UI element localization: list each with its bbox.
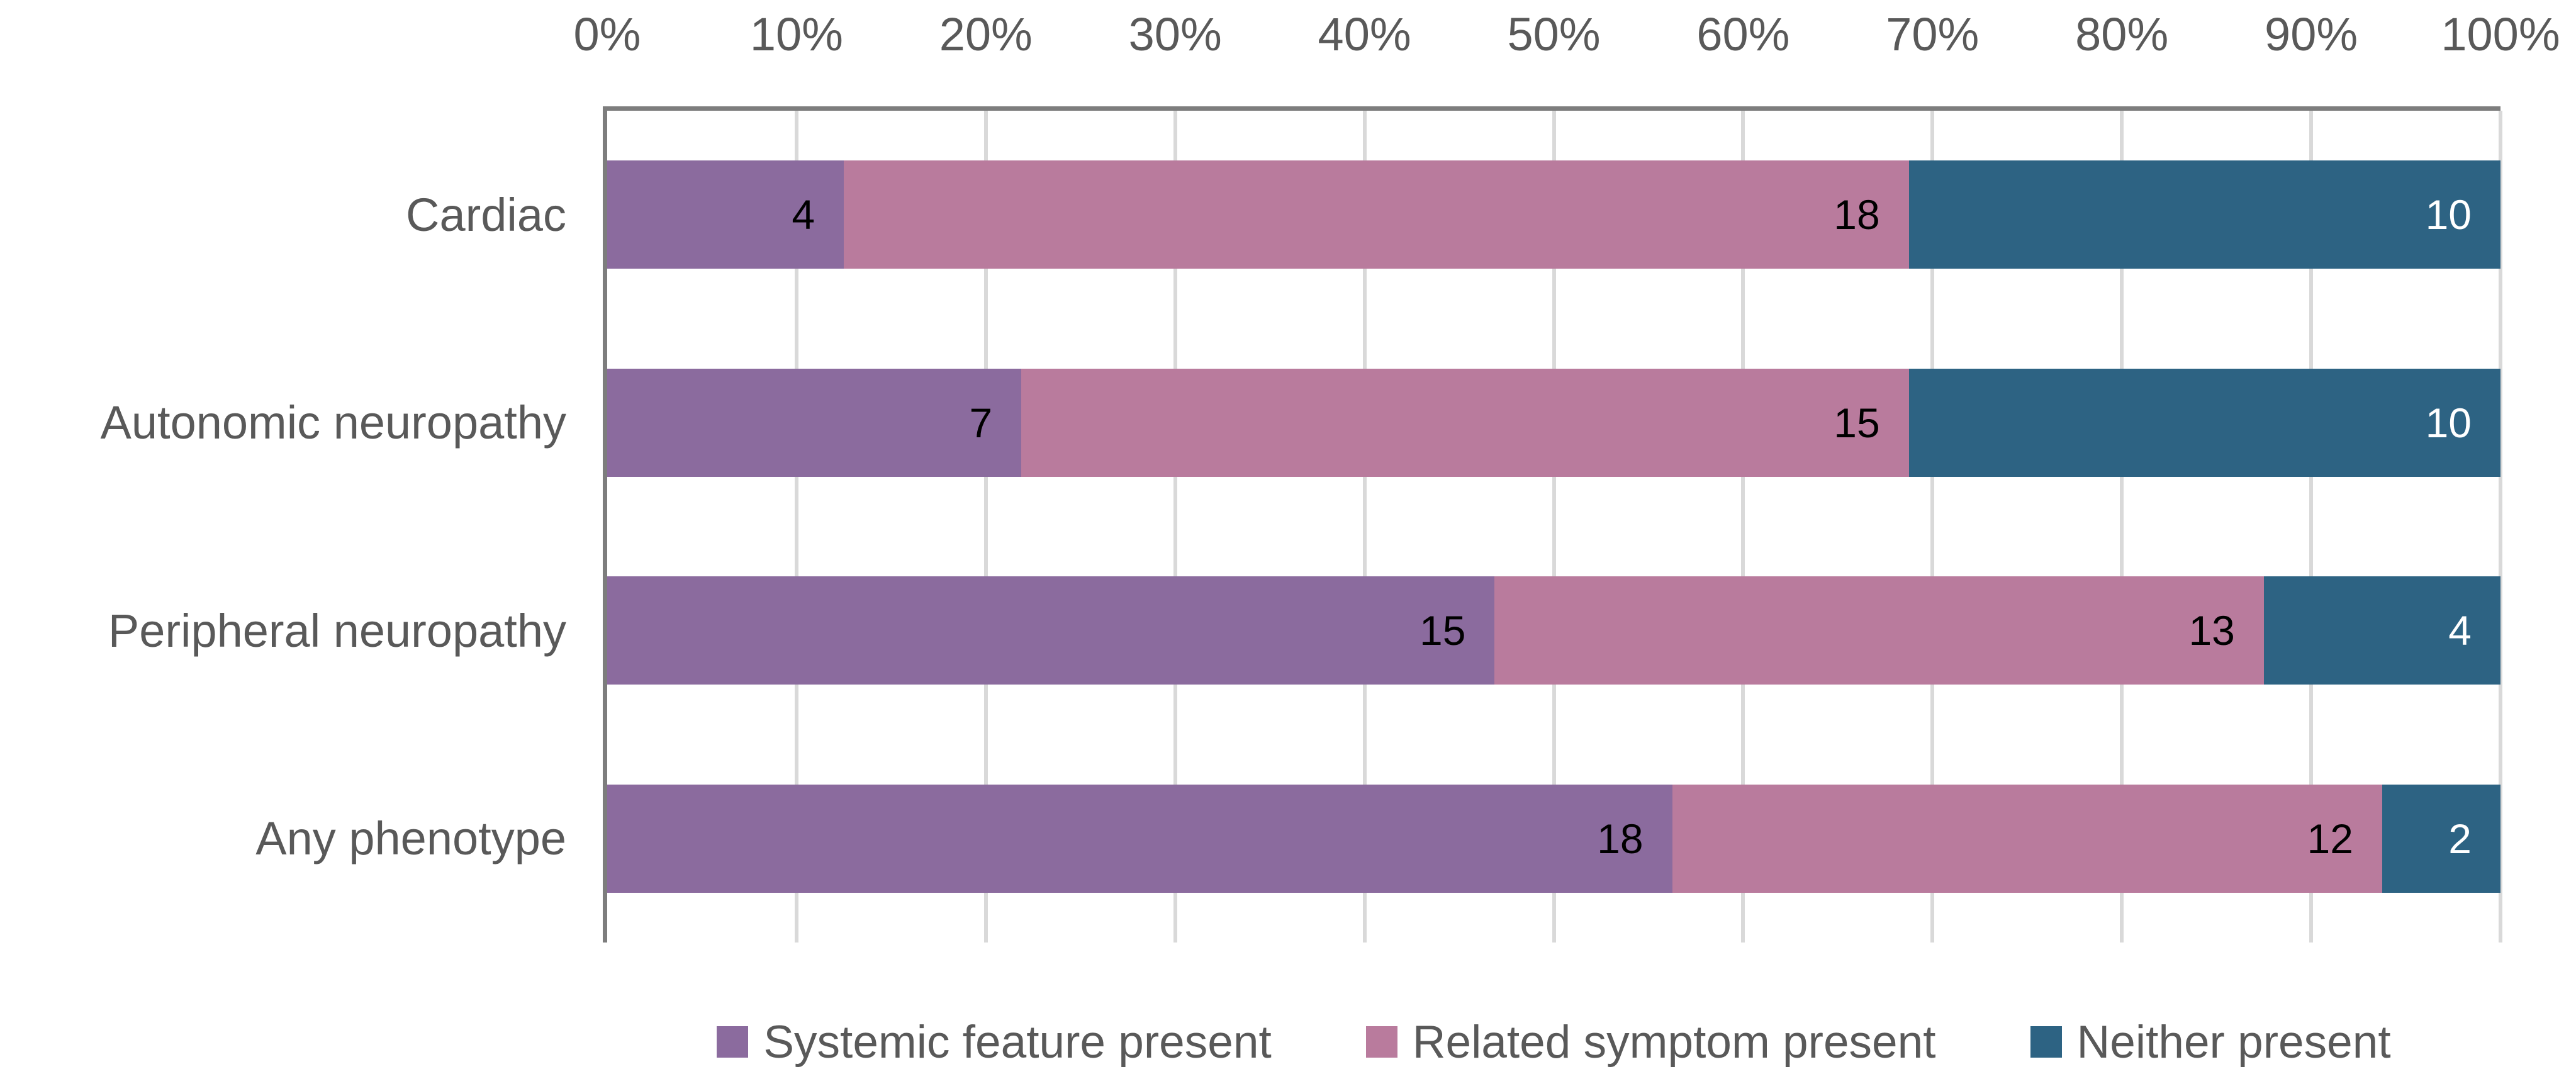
x-axis-tick-label: 20% bbox=[939, 8, 1033, 60]
x-axis-line bbox=[603, 106, 2500, 111]
bar-row: 7 15 10 bbox=[607, 368, 2500, 477]
bar-segment: 18 bbox=[844, 160, 1909, 269]
gridline bbox=[1173, 111, 1177, 943]
legend-label: Neither present bbox=[2076, 1016, 2391, 1068]
legend-item: Systemic feature present bbox=[717, 1016, 1272, 1068]
bar-row: 15 13 4 bbox=[607, 576, 2500, 685]
gridline bbox=[983, 111, 988, 943]
gridline bbox=[1552, 111, 1556, 943]
category-label: Cardiac bbox=[406, 188, 566, 241]
bar-segment: 15 bbox=[1021, 368, 1909, 477]
x-axis-tick-labels: 0% 10% 20% 30% 40% 50% 60% 70% 80% 90% 100% bbox=[0, 0, 2576, 88]
x-axis-tick-label: 80% bbox=[2075, 8, 2169, 60]
gridline bbox=[2120, 111, 2124, 943]
segment-value-label: 15 bbox=[1834, 399, 1880, 446]
x-axis-tick-label: 0% bbox=[573, 8, 641, 60]
x-axis-tick-label: 10% bbox=[749, 8, 843, 60]
gridline bbox=[2499, 111, 2502, 943]
x-axis-tick-label: 90% bbox=[2265, 8, 2358, 60]
x-axis-tick-label: 40% bbox=[1318, 8, 1411, 60]
segment-value-label: 2 bbox=[2448, 815, 2472, 862]
legend-swatch bbox=[2030, 1026, 2062, 1058]
legend-swatch bbox=[717, 1026, 749, 1058]
legend-label: Systemic feature present bbox=[763, 1016, 1272, 1068]
bar-segment: 4 bbox=[607, 160, 844, 269]
bar-segment: 2 bbox=[2382, 784, 2500, 893]
x-axis-tick-label: 60% bbox=[1696, 8, 1790, 60]
legend-item: Neither present bbox=[2030, 1016, 2391, 1068]
legend-item: Related symptom present bbox=[1365, 1016, 1936, 1068]
bar-segment: 13 bbox=[1494, 576, 2264, 685]
x-axis-tick-label: 100% bbox=[2441, 8, 2560, 60]
segment-value-label: 18 bbox=[1597, 815, 1644, 862]
bar-segment: 10 bbox=[1908, 368, 2500, 477]
x-axis-tick-label: 70% bbox=[1886, 8, 1980, 60]
category-labels: Cardiac Autonomic neuropathy Peripheral ne… bbox=[0, 111, 566, 943]
segment-value-label: 15 bbox=[1420, 607, 1466, 654]
bar-row: 18 12 2 bbox=[607, 784, 2500, 893]
bar-segment: 18 bbox=[607, 784, 1672, 893]
segment-value-label: 13 bbox=[2188, 607, 2235, 654]
legend-swatch bbox=[1365, 1026, 1397, 1058]
segment-value-label: 4 bbox=[792, 191, 815, 238]
category-label: Autonomic neuropathy bbox=[100, 396, 566, 449]
category-label: Any phenotype bbox=[255, 812, 566, 865]
bar-segment: 10 bbox=[1908, 160, 2500, 269]
bar-segment: 12 bbox=[1672, 784, 2382, 893]
gridline bbox=[1930, 111, 1935, 943]
x-axis-tick-label: 30% bbox=[1128, 8, 1222, 60]
segment-value-label: 10 bbox=[2425, 191, 2472, 238]
segment-value-label: 18 bbox=[1834, 191, 1880, 238]
category-axis-line bbox=[603, 106, 607, 943]
gridline bbox=[794, 111, 798, 943]
bar-segment: 7 bbox=[607, 368, 1022, 477]
gridline bbox=[1362, 111, 1367, 943]
plot-area: 4 18 10 7 15 10 15 13 4 18 12 2 bbox=[603, 106, 2502, 943]
category-label: Peripheral neuropathy bbox=[108, 604, 566, 657]
gridline bbox=[2309, 111, 2314, 943]
segment-value-label: 4 bbox=[2448, 607, 2472, 654]
x-axis-tick-label: 50% bbox=[1507, 8, 1601, 60]
segment-value-label: 10 bbox=[2425, 399, 2472, 446]
legend: Systemic feature present Related symptom … bbox=[607, 1005, 2500, 1074]
segment-value-label: 12 bbox=[2307, 815, 2353, 862]
bar-segment: 4 bbox=[2263, 576, 2500, 685]
segment-value-label: 7 bbox=[969, 399, 993, 446]
bar-row: 4 18 10 bbox=[607, 160, 2500, 269]
legend-label: Related symptom present bbox=[1412, 1016, 1936, 1068]
bar-segment: 15 bbox=[607, 576, 1495, 685]
gridline bbox=[1741, 111, 1745, 943]
